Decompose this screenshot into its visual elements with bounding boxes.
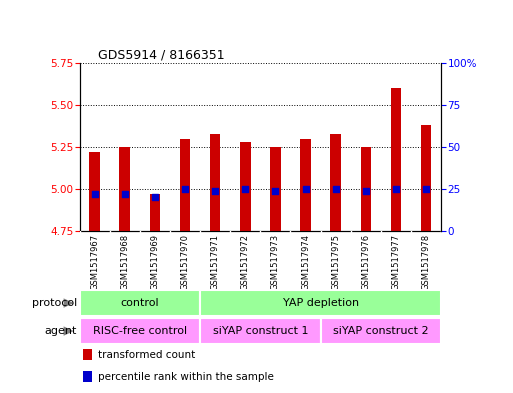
- Bar: [89, 152, 100, 231]
- Text: GSM1517973: GSM1517973: [271, 234, 280, 290]
- Text: GSM1517969: GSM1517969: [150, 234, 160, 290]
- Point: [362, 187, 370, 194]
- Text: GSM1517968: GSM1517968: [120, 234, 129, 290]
- Point: [121, 191, 129, 197]
- Point: [151, 194, 159, 200]
- Bar: [120, 147, 130, 231]
- Bar: [240, 142, 250, 231]
- Point: [271, 187, 280, 194]
- Text: GSM1517970: GSM1517970: [181, 234, 189, 290]
- Bar: [391, 88, 401, 231]
- Text: YAP depletion: YAP depletion: [283, 298, 359, 308]
- Bar: [321, 318, 441, 343]
- Text: RISC-free control: RISC-free control: [93, 326, 187, 336]
- Point: [90, 191, 98, 197]
- Bar: [210, 134, 221, 231]
- Bar: [180, 139, 190, 231]
- Text: protocol: protocol: [32, 298, 77, 308]
- Bar: [150, 194, 160, 231]
- Bar: [80, 318, 200, 343]
- Text: percentile rank within the sample: percentile rank within the sample: [97, 372, 273, 382]
- Bar: [361, 147, 371, 231]
- Text: GSM1517976: GSM1517976: [361, 234, 370, 290]
- Text: GSM1517972: GSM1517972: [241, 234, 250, 290]
- Text: GDS5914 / 8166351: GDS5914 / 8166351: [97, 48, 224, 61]
- Bar: [200, 318, 321, 343]
- Text: siYAP construct 2: siYAP construct 2: [333, 326, 429, 336]
- Point: [302, 186, 310, 192]
- Text: GSM1517971: GSM1517971: [211, 234, 220, 290]
- Point: [422, 186, 430, 192]
- Bar: [330, 134, 341, 231]
- Text: agent: agent: [45, 326, 77, 336]
- Text: transformed count: transformed count: [97, 350, 195, 360]
- Bar: [83, 349, 92, 360]
- Bar: [421, 125, 431, 231]
- Point: [181, 186, 189, 192]
- Text: siYAP construct 1: siYAP construct 1: [212, 326, 308, 336]
- Text: GSM1517978: GSM1517978: [422, 234, 430, 290]
- Point: [211, 187, 219, 194]
- Bar: [200, 290, 441, 316]
- Point: [241, 186, 249, 192]
- Text: GSM1517977: GSM1517977: [391, 234, 401, 290]
- Text: GSM1517975: GSM1517975: [331, 234, 340, 290]
- Bar: [83, 371, 92, 382]
- Bar: [270, 147, 281, 231]
- Text: GSM1517967: GSM1517967: [90, 234, 99, 290]
- Bar: [300, 139, 311, 231]
- Bar: [80, 290, 200, 316]
- Point: [331, 186, 340, 192]
- Text: control: control: [121, 298, 159, 308]
- Text: GSM1517974: GSM1517974: [301, 234, 310, 290]
- Point: [392, 186, 400, 192]
